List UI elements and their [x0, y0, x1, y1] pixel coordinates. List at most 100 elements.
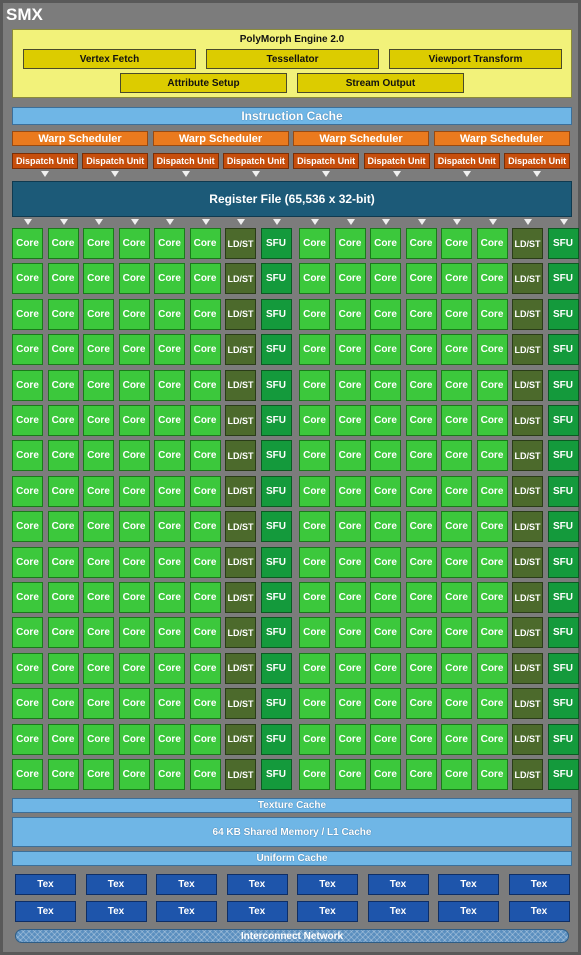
dispatch-unit: Dispatch Unit — [222, 153, 289, 169]
core-unit: Core — [405, 369, 437, 401]
core-unit: Core — [370, 723, 401, 755]
tex-unit: Tex — [15, 901, 76, 922]
core-unit: Core — [299, 723, 330, 755]
sfu-unit: SFU — [260, 369, 292, 401]
ldst-unit: LD/ST — [225, 475, 256, 507]
core-unit: Core — [154, 405, 185, 436]
core-unit: Core — [299, 617, 330, 649]
core-unit: Core — [83, 228, 114, 259]
down-arrow-icon — [95, 219, 103, 225]
texture-cache: Texture Cache — [12, 798, 572, 813]
ldst-unit: LD/ST — [225, 228, 256, 259]
uniform-cache: Uniform Cache — [12, 851, 572, 866]
core-unit: Core — [154, 652, 185, 684]
sfu-unit: SFU — [260, 723, 292, 755]
sfu-unit: SFU — [547, 723, 579, 755]
down-arrow-icon — [417, 219, 426, 225]
down-arrow-icon — [237, 219, 245, 225]
core-unit: Core — [12, 582, 43, 613]
core-unit: Core — [83, 582, 114, 613]
down-arrow-icon — [24, 219, 32, 225]
core-unit: Core — [441, 369, 472, 401]
ldst-unit: LD/ST — [225, 405, 256, 436]
down-arrow-icon — [382, 219, 390, 225]
down-arrow-icon — [462, 171, 471, 177]
core-unit: Core — [154, 617, 185, 649]
ldst-unit: LD/ST — [225, 511, 256, 543]
sfu-unit: SFU — [547, 617, 579, 649]
ldst-unit: LD/ST — [225, 369, 256, 401]
core-unit: Core — [118, 405, 150, 436]
core-unit: Core — [12, 475, 43, 507]
core-unit: Core — [370, 511, 401, 543]
core-unit: Core — [189, 759, 221, 790]
core-unit: Core — [47, 511, 79, 543]
core-unit: Core — [83, 369, 114, 401]
sfu-unit: SFU — [260, 546, 292, 578]
core-unit: Core — [47, 582, 79, 613]
core-unit: Core — [476, 475, 508, 507]
core-unit: Core — [476, 546, 508, 578]
sfu-unit: SFU — [547, 263, 579, 295]
ldst-unit: LD/ST — [512, 334, 543, 366]
core-unit: Core — [370, 369, 401, 401]
core-unit: Core — [370, 759, 401, 790]
core-unit: Core — [154, 228, 185, 259]
core-unit: Core — [189, 546, 221, 578]
dispatch-unit: Dispatch Unit — [12, 153, 78, 169]
ldst-unit: LD/ST — [512, 298, 543, 330]
core-unit: Core — [83, 440, 114, 472]
tex-unit: Tex — [508, 874, 570, 895]
instruction-cache: Instruction Cache — [12, 107, 572, 125]
stream-output-unit: Stream Output — [297, 73, 464, 93]
down-arrow-icon — [272, 219, 281, 225]
core-unit: Core — [189, 652, 221, 684]
core-unit: Core — [299, 405, 330, 436]
core-unit: Core — [189, 405, 221, 436]
core-unit: Core — [154, 759, 185, 790]
core-unit: Core — [83, 298, 114, 330]
sfu-unit: SFU — [547, 582, 579, 613]
core-unit: Core — [476, 228, 508, 259]
dispatch-unit: Dispatch Unit — [363, 153, 430, 169]
core-unit: Core — [405, 759, 437, 790]
core-unit: Core — [47, 759, 79, 790]
core-unit: Core — [476, 440, 508, 472]
core-unit: Core — [405, 582, 437, 613]
core-unit: Core — [405, 334, 437, 366]
core-unit: Core — [118, 369, 150, 401]
ldst-unit: LD/ST — [512, 511, 543, 543]
core-unit: Core — [405, 546, 437, 578]
core-unit: Core — [83, 334, 114, 366]
core-unit: Core — [441, 334, 472, 366]
sfu-unit: SFU — [260, 511, 292, 543]
core-unit: Core — [299, 334, 330, 366]
ldst-unit: LD/ST — [225, 723, 256, 755]
core-unit: Core — [118, 475, 150, 507]
core-unit: Core — [189, 334, 221, 366]
core-unit: Core — [476, 334, 508, 366]
ldst-unit: LD/ST — [512, 582, 543, 613]
core-unit: Core — [154, 511, 185, 543]
core-unit: Core — [334, 582, 366, 613]
core-unit: Core — [441, 475, 472, 507]
core-unit: Core — [441, 582, 472, 613]
core-unit: Core — [405, 617, 437, 649]
tex-unit: Tex — [297, 901, 358, 922]
smx-title: SMX — [6, 5, 43, 24]
core-unit: Core — [189, 582, 221, 613]
ldst-unit: LD/ST — [225, 546, 256, 578]
core-unit: Core — [118, 440, 150, 472]
core-unit: Core — [476, 723, 508, 755]
ldst-unit: LD/ST — [512, 652, 543, 684]
core-unit: Core — [299, 228, 330, 259]
core-unit: Core — [334, 652, 366, 684]
down-arrow-icon — [59, 219, 68, 225]
core-unit: Core — [12, 511, 43, 543]
core-unit: Core — [12, 546, 43, 578]
core-unit: Core — [47, 405, 79, 436]
core-unit: Core — [441, 511, 472, 543]
sfu-unit: SFU — [260, 298, 292, 330]
core-unit: Core — [118, 228, 150, 259]
core-unit: Core — [189, 617, 221, 649]
